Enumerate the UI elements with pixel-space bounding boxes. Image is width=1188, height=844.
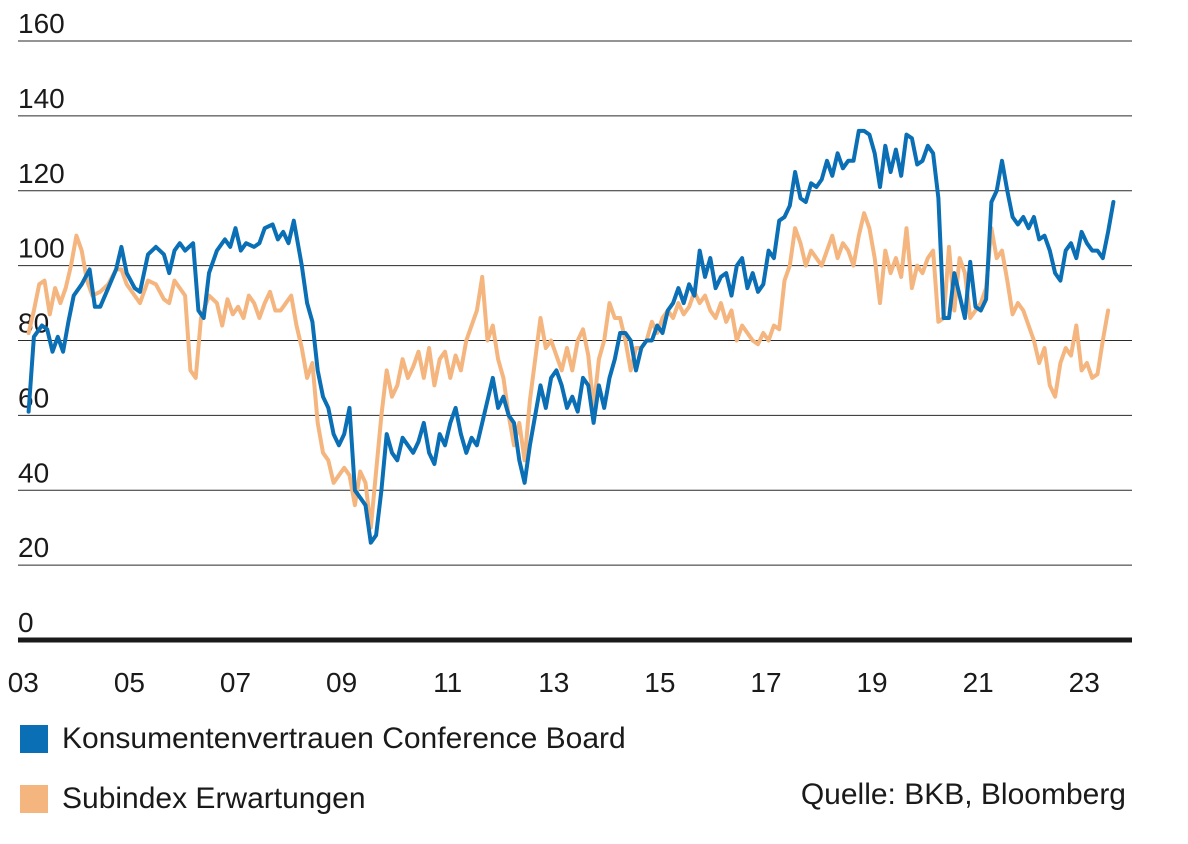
- series-line-konsumentenvertrauen: [26, 128, 1116, 545]
- x-tick-label: 03: [8, 667, 39, 698]
- legend-swatch-orange: [20, 785, 48, 813]
- y-tick-label: 160: [18, 8, 65, 39]
- series-line-erwartungen: [26, 211, 1111, 530]
- x-tick-label: 23: [1069, 667, 1100, 698]
- y-tick-label: 100: [18, 233, 65, 264]
- legend-item-konsumentenvertrauen: Konsumentenvertrauen Conference Board: [20, 722, 626, 756]
- y-tick-label: 40: [18, 457, 49, 488]
- x-tick-label: 21: [963, 667, 994, 698]
- series-lines: [26, 128, 1116, 545]
- x-tick-label: 19: [856, 667, 887, 698]
- x-tick-label: 15: [644, 667, 675, 698]
- y-tick-label: 140: [18, 83, 65, 114]
- x-tick-label: 17: [750, 667, 781, 698]
- y-tick-label: 0: [18, 607, 34, 638]
- x-axis-tick-labels: 03 05 07 09 11 13 15 17 19 21 23: [8, 667, 1100, 698]
- legend-item-erwartungen: Subindex Erwartungen: [20, 782, 366, 816]
- x-tick-label: 05: [114, 667, 145, 698]
- x-tick-label: 11: [433, 667, 462, 698]
- x-tick-label: 13: [538, 667, 569, 698]
- gridlines: [18, 40, 1132, 643]
- legend-swatch-blue: [20, 725, 48, 753]
- legend-label: Subindex Erwartungen: [62, 782, 366, 815]
- legend-label: Konsumentenvertrauen Conference Board: [62, 722, 626, 755]
- y-tick-label: 60: [18, 382, 49, 413]
- y-tick-label: 120: [18, 158, 65, 189]
- x-tick-label: 07: [220, 667, 251, 698]
- y-tick-label: 20: [18, 532, 49, 563]
- x-tick-label: 09: [326, 667, 357, 698]
- source-note: Quelle: BKB, Bloomberg: [800, 778, 1126, 811]
